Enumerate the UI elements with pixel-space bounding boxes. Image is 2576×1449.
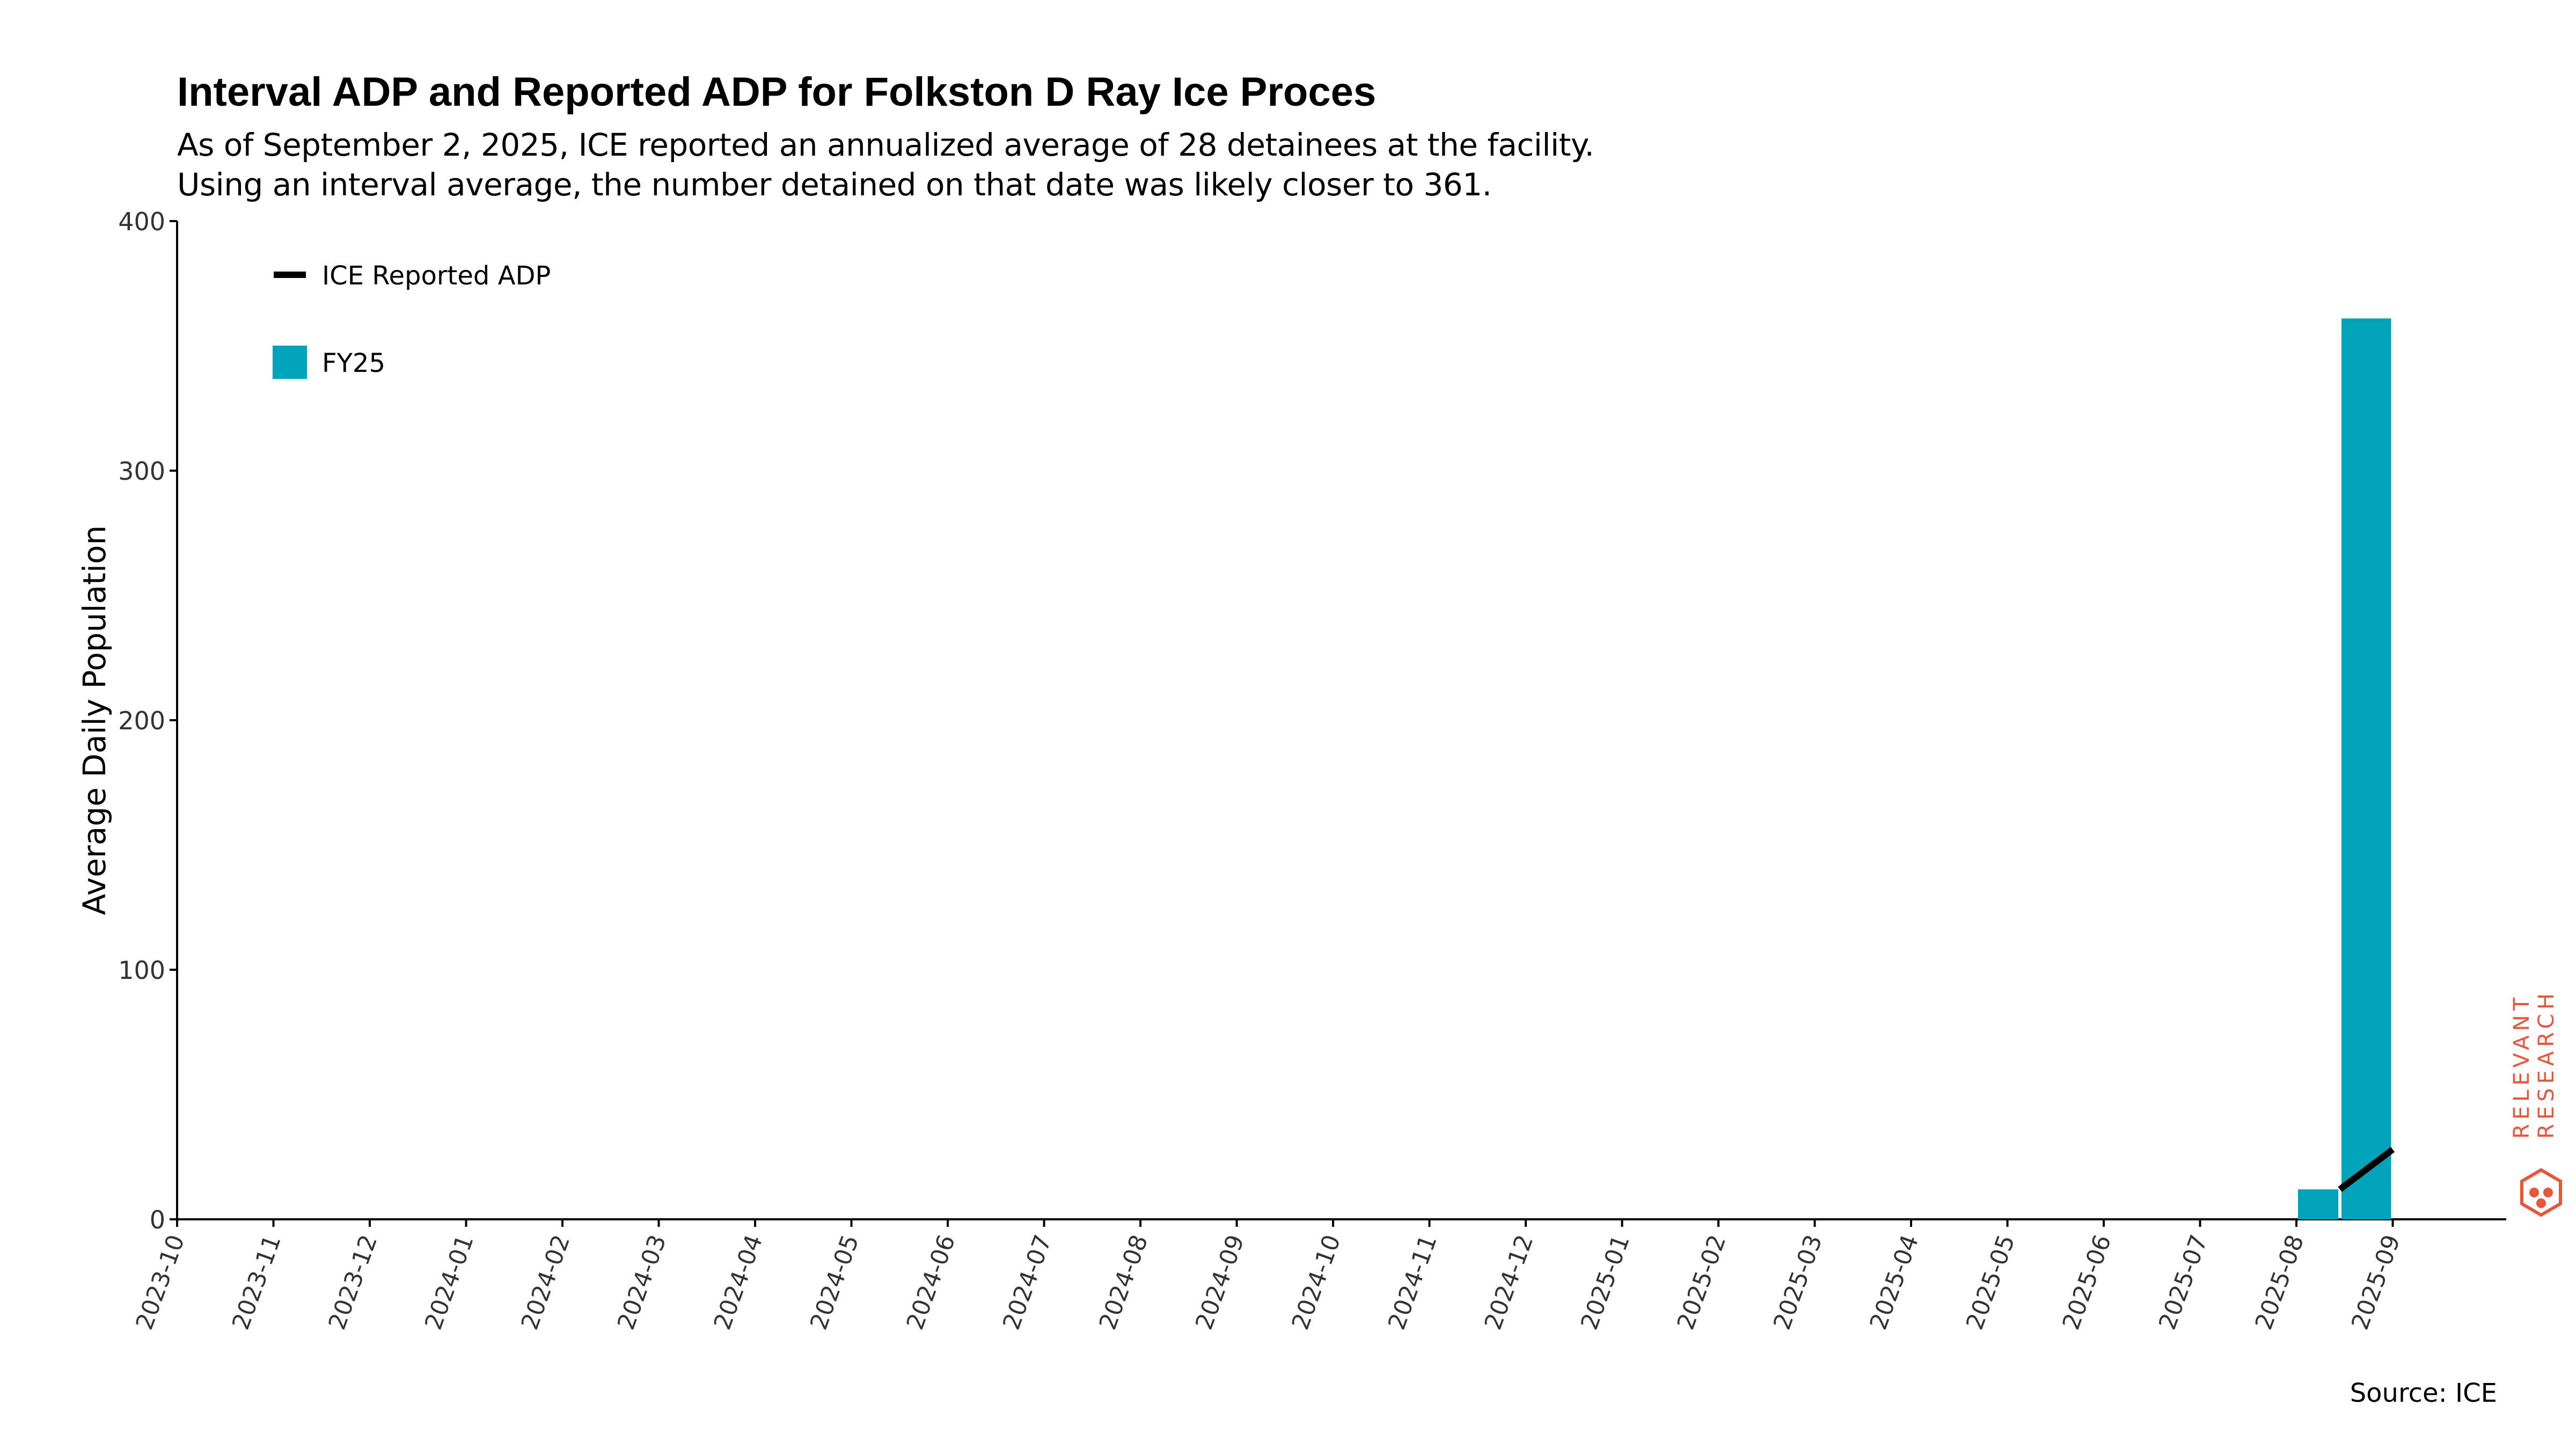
bar-2025-08-01 — [2298, 1189, 2339, 1219]
logo-text-research: RESEARCH — [2534, 993, 2559, 1139]
reported-adp-line-path — [2338, 1147, 2395, 1192]
x-tick-label: 2025-07 — [2154, 1231, 2213, 1333]
x-tick-label: 2025-01 — [1576, 1231, 1635, 1333]
chart-subtitle-line-2: Using an interval average, the number de… — [177, 166, 1492, 203]
axes: 0 100 200 300 400 Average Daily Population 202… — [76, 207, 2506, 1334]
x-tick-label: 2025-06 — [2058, 1231, 2117, 1333]
x-tick-label: 2024-02 — [516, 1231, 576, 1333]
relevant-research-logo: RELEVANT RESEARCH — [2512, 993, 2562, 1217]
x-tick-label: 2023-12 — [324, 1231, 383, 1333]
logo-text-relevant: RELEVANT — [2512, 993, 2534, 1139]
y-tick-label: 200 — [118, 706, 165, 735]
x-tick-label: 2025-03 — [1768, 1231, 1828, 1333]
y-tick-label: 300 — [118, 457, 165, 486]
x-tick-label: 2025-02 — [1672, 1231, 1732, 1333]
x-tick-label: 2025-09 — [2346, 1231, 2406, 1333]
legend-label-ice-reported-adp: ICE Reported ADP — [322, 261, 551, 291]
chart-title: Interval ADP and Reported ADP for Folkst… — [177, 69, 1377, 115]
x-tick-label: 2024-10 — [1287, 1231, 1346, 1333]
y-tick-label: 100 — [118, 956, 165, 985]
x-tick-label: 2025-04 — [1865, 1231, 1924, 1333]
x-tick-label: 2024-01 — [420, 1231, 479, 1333]
x-tick-label: 2024-07 — [998, 1231, 1057, 1333]
x-tick-label: 2024-06 — [902, 1231, 961, 1333]
legend: ICE Reported ADP FY25 — [273, 261, 551, 379]
x-tick-label: 2024-04 — [709, 1231, 769, 1333]
source-note: Source: ICE — [2350, 1378, 2497, 1408]
x-tick-label: 2025-05 — [1961, 1231, 2021, 1333]
x-tick-label: 2024-09 — [1190, 1231, 1250, 1333]
bar-2025-08-15 — [2341, 318, 2391, 1219]
x-tick-label: 2025-08 — [2250, 1231, 2310, 1333]
x-tick-label: 2023-11 — [227, 1231, 287, 1333]
x-tick-label: 2024-08 — [1094, 1231, 1154, 1333]
x-tick-label: 2024-05 — [805, 1231, 865, 1333]
x-tick-label: 2023-10 — [131, 1231, 191, 1333]
reported-adp-line — [2338, 1147, 2395, 1192]
logo-hexagon-icon — [2520, 1168, 2562, 1217]
legend-bar-swatch — [273, 346, 307, 379]
y-tick-label: 400 — [118, 207, 165, 236]
y-axis-label: Average Daily Population — [76, 525, 113, 916]
x-tick-label: 2024-03 — [612, 1231, 672, 1333]
x-tick-label: 2024-12 — [1480, 1231, 1539, 1333]
x-tick-label: 2024-11 — [1383, 1231, 1443, 1333]
bars — [2298, 318, 2391, 1219]
y-tick-label: 0 — [150, 1205, 165, 1234]
chart-subtitle-line-1: As of September 2, 2025, ICE reported an… — [177, 127, 1594, 163]
legend-label-fy25: FY25 — [322, 348, 385, 378]
